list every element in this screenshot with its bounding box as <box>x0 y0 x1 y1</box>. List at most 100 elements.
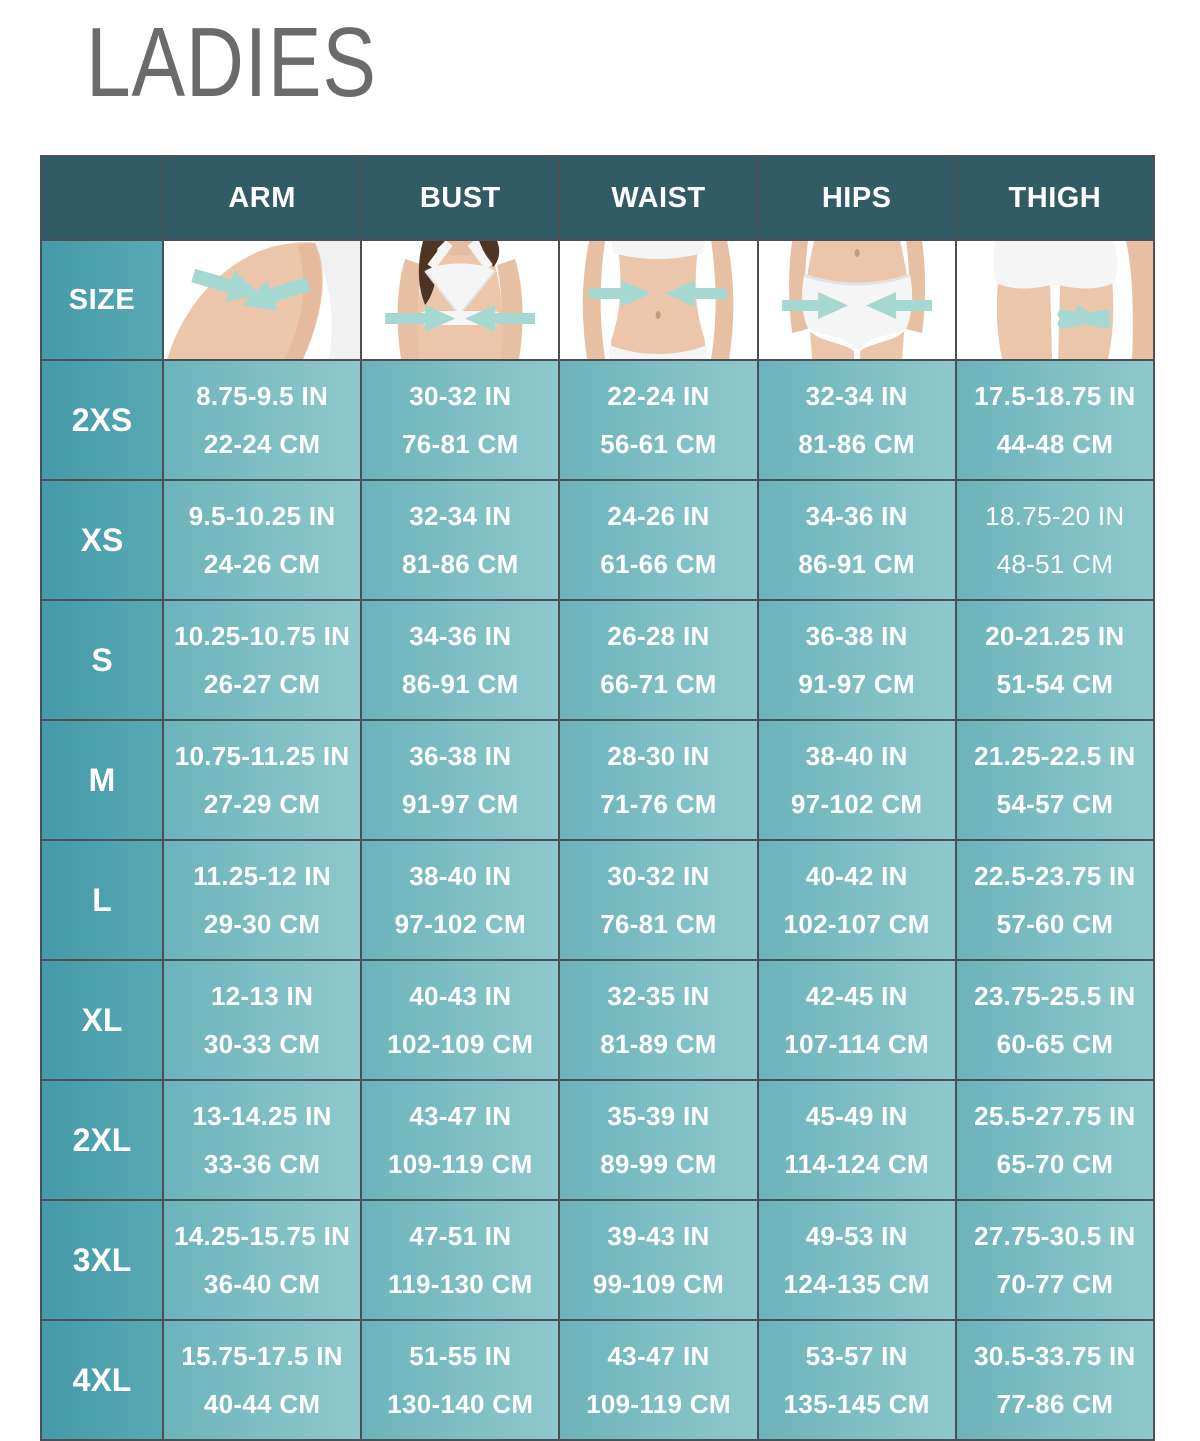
cm-value: 71-76 CM <box>600 789 717 819</box>
in-value: 14.25-15.75 IN <box>173 1221 351 1251</box>
in-value: 25.5-27.75 IN <box>974 1101 1136 1131</box>
in-value: 21.25-22.5 IN <box>974 741 1136 771</box>
cm-value: 77-86 CM <box>996 1389 1114 1419</box>
in-value: 22-24 IN <box>607 381 710 411</box>
col-header-thigh: THIGH <box>956 157 1153 239</box>
cm-value: 61-66 CM <box>600 549 717 579</box>
cell-s-thigh: 20-21.25 IN 51-54 CM <box>956 601 1153 719</box>
cm-value: 22-24 CM <box>203 429 321 459</box>
cell-l-hips: 40-42 IN 102-107 CM <box>758 841 955 959</box>
row-label-s: S <box>42 601 162 719</box>
in-value: 28-30 IN <box>607 741 710 771</box>
cell-2xl-bust: 43-47 IN 109-119 CM <box>362 1081 559 1199</box>
waist-photo-cell <box>560 241 757 359</box>
row-label-2xs: 2XS <box>42 361 162 479</box>
in-value: 42-45 IN <box>805 981 908 1011</box>
in-value: 32-34 IN <box>805 381 908 411</box>
cell-2xs-bust: 30-32 IN 76-81 CM <box>362 361 559 479</box>
ladies-size-chart: ARM BUST WAIST HIPS THIGH SIZE <box>40 155 1155 1441</box>
cm-value: 86-91 CM <box>402 669 519 699</box>
cm-value: 24-26 CM <box>203 549 321 579</box>
thigh-photo-cell <box>956 241 1153 359</box>
size-header-cell: SIZE <box>42 241 162 359</box>
cm-value: 86-91 CM <box>798 549 915 579</box>
in-value: 26-28 IN <box>607 621 710 651</box>
row-label-3xl: 3XL <box>42 1201 162 1319</box>
in-value: 36-38 IN <box>805 621 908 651</box>
in-value: 23.75-25.5 IN <box>974 981 1136 1011</box>
cell-m-bust: 36-38 IN 91-97 CM <box>362 721 559 839</box>
cm-value: 27-29 CM <box>203 789 321 819</box>
bust-measurement-photo <box>362 241 559 359</box>
cm-value: 81-89 CM <box>600 1029 717 1059</box>
cell-3xl-hips: 49-53 IN 124-135 CM <box>758 1201 955 1319</box>
cell-3xl-arm: 14.25-15.75 IN 36-40 CM <box>164 1201 361 1319</box>
col-header-bust: BUST <box>362 157 559 239</box>
row-label-l: L <box>42 841 162 959</box>
in-value: 30.5-33.75 IN <box>974 1341 1136 1371</box>
cm-value: 130-140 CM <box>387 1389 534 1419</box>
cm-value: 51-54 CM <box>996 669 1114 699</box>
in-value: 49-53 IN <box>805 1221 908 1251</box>
col-header-arm: ARM <box>164 157 361 239</box>
cm-value: 81-86 CM <box>402 549 519 579</box>
in-value: 17.5-18.75 IN <box>974 381 1136 411</box>
in-value: 9.5-10.25 IN <box>188 501 336 531</box>
cm-value: 30-33 CM <box>203 1029 321 1059</box>
in-value: 40-43 IN <box>409 981 512 1011</box>
waist-measurement-photo <box>560 241 757 359</box>
cell-4xl-waist: 43-47 IN 109-119 CM <box>560 1321 757 1439</box>
cm-value: 66-71 CM <box>600 669 717 699</box>
cm-value: 40-44 CM <box>203 1389 321 1419</box>
cm-value: 107-114 CM <box>784 1029 930 1059</box>
cm-value: 97-102 CM <box>394 909 526 939</box>
cm-value: 29-30 CM <box>203 909 321 939</box>
cm-value: 109-119 CM <box>387 1149 533 1179</box>
col-header-hips: HIPS <box>758 157 955 239</box>
cm-value: 44-48 CM <box>996 429 1114 459</box>
col-header-waist: WAIST <box>560 157 757 239</box>
cm-value: 33-36 CM <box>203 1149 321 1179</box>
cell-xs-hips: 34-36 IN 86-91 CM <box>758 481 955 599</box>
cell-2xl-hips: 45-49 IN 114-124 CM <box>758 1081 955 1199</box>
cell-s-bust: 34-36 IN 86-91 CM <box>362 601 559 719</box>
cm-value: 60-65 CM <box>996 1029 1114 1059</box>
cm-value: 56-61 CM <box>600 429 717 459</box>
cm-value: 76-81 CM <box>402 429 519 459</box>
cell-xs-thigh: 18.75-20 IN 48-51 CM <box>956 481 1153 599</box>
cell-2xl-thigh: 25.5-27.75 IN 65-70 CM <box>956 1081 1153 1199</box>
cm-value: 119-130 CM <box>387 1269 533 1299</box>
in-value: 43-47 IN <box>409 1101 512 1131</box>
in-value: 34-36 IN <box>409 621 512 651</box>
cm-value: 26-27 CM <box>203 669 321 699</box>
in-value: 24-26 IN <box>607 501 710 531</box>
arm-photo-cell <box>164 241 361 359</box>
row-label-2xl: 2XL <box>42 1081 162 1199</box>
cell-l-bust: 38-40 IN 97-102 CM <box>362 841 559 959</box>
cell-m-thigh: 21.25-22.5 IN 54-57 CM <box>956 721 1153 839</box>
cm-value: 114-124 CM <box>784 1149 930 1179</box>
in-value: 32-35 IN <box>607 981 710 1011</box>
cm-value: 135-145 CM <box>783 1389 930 1419</box>
cell-4xl-arm: 15.75-17.5 IN 40-44 CM <box>164 1321 361 1439</box>
row-label-4xl: 4XL <box>42 1321 162 1439</box>
corner-cell <box>42 157 162 239</box>
in-value: 35-39 IN <box>607 1101 710 1131</box>
cell-xl-thigh: 23.75-25.5 IN 60-65 CM <box>956 961 1153 1079</box>
page-title: LADIES <box>86 7 377 117</box>
cm-value: 70-77 CM <box>996 1269 1114 1299</box>
in-value: 53-57 IN <box>805 1341 908 1371</box>
cm-value: 109-119 CM <box>586 1389 731 1419</box>
cm-value: 89-99 CM <box>600 1149 717 1179</box>
thigh-measurement-photo <box>956 241 1153 359</box>
in-value: 11.25-12 IN <box>193 861 331 891</box>
cm-value: 102-109 CM <box>387 1029 534 1059</box>
cell-2xs-waist: 22-24 IN 56-61 CM <box>560 361 757 479</box>
cm-value: 57-60 CM <box>996 909 1114 939</box>
cell-l-thigh: 22.5-23.75 IN 57-60 CM <box>956 841 1153 959</box>
cell-2xs-arm: 8.75-9.5 IN 22-24 CM <box>164 361 361 479</box>
cell-m-hips: 38-40 IN 97-102 CM <box>758 721 955 839</box>
cell-4xl-bust: 51-55 IN 130-140 CM <box>362 1321 559 1439</box>
cell-3xl-thigh: 27.75-30.5 IN 70-77 CM <box>956 1201 1153 1319</box>
in-value: 43-47 IN <box>607 1341 710 1371</box>
